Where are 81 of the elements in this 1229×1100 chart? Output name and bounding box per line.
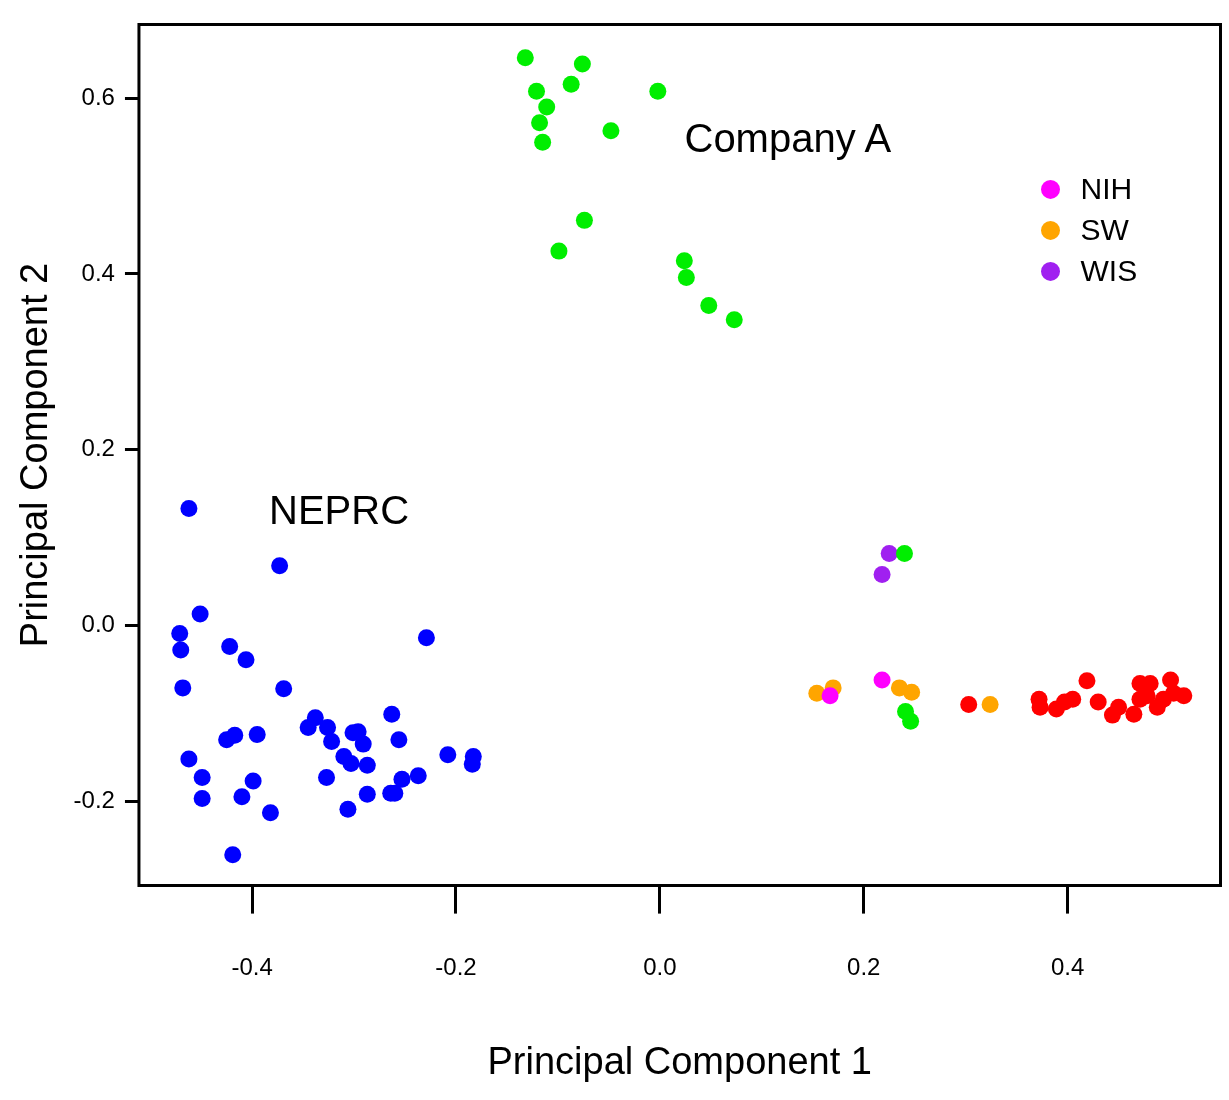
point (960, 696, 978, 714)
point (700, 297, 718, 315)
point (354, 735, 372, 753)
point (172, 641, 190, 659)
point (180, 750, 198, 768)
point (534, 133, 552, 151)
y-tick-label: -0.2 (73, 785, 115, 813)
point (339, 800, 357, 818)
point (873, 671, 891, 689)
legend-label: WIS (1080, 253, 1138, 287)
point (880, 544, 898, 562)
point (244, 772, 262, 790)
point (319, 718, 337, 736)
point (193, 769, 211, 787)
point (902, 712, 920, 730)
y-tick-label: 0.6 (81, 82, 115, 110)
point (417, 629, 435, 647)
point (528, 82, 546, 100)
point (725, 311, 743, 329)
x-tick-label: -0.4 (231, 952, 273, 980)
point (171, 624, 189, 642)
point (323, 732, 341, 750)
point (649, 82, 667, 100)
x-tick-label: 0.4 (1050, 952, 1085, 980)
point (873, 566, 891, 584)
x-tick-label: -0.2 (435, 952, 477, 980)
point (226, 726, 244, 744)
y-axis-title: Principal Component 2 (13, 262, 56, 648)
y-tick-label: 0.0 (81, 610, 115, 638)
annotation: NEPRC (269, 487, 410, 532)
y-tick-label: 0.4 (81, 258, 115, 286)
point (550, 242, 568, 260)
point (224, 846, 242, 864)
y-tick-label: 0.2 (81, 434, 115, 462)
point (675, 252, 693, 270)
point (237, 651, 255, 669)
point (821, 687, 839, 705)
point (602, 122, 620, 140)
legend-label: SW (1080, 212, 1130, 246)
point (174, 679, 192, 697)
point (516, 49, 534, 67)
point (191, 605, 209, 623)
point (1089, 693, 1107, 711)
point (221, 638, 239, 656)
point (981, 696, 999, 714)
point (193, 790, 211, 808)
point (1110, 698, 1128, 716)
point (562, 75, 580, 93)
point (903, 683, 921, 701)
point (393, 770, 411, 788)
point (358, 785, 376, 803)
point (409, 767, 427, 785)
point (573, 55, 591, 73)
point (261, 804, 279, 822)
point (358, 756, 376, 774)
point (1064, 690, 1082, 708)
point (677, 268, 695, 286)
point (439, 746, 457, 764)
point (896, 544, 913, 562)
point (1131, 690, 1149, 708)
point (1165, 684, 1183, 702)
point (342, 754, 360, 772)
point (306, 709, 324, 727)
point (383, 705, 401, 723)
point (233, 788, 251, 806)
point (538, 98, 556, 116)
point (390, 731, 408, 749)
point (248, 725, 266, 743)
point (275, 680, 293, 698)
legend-label: NIH (1080, 171, 1133, 205)
x-axis-title: Principal Component 1 (487, 1039, 872, 1082)
x-tick-label: 0.0 (643, 952, 677, 980)
x-tick-label: 0.2 (847, 952, 881, 980)
annotation: Company A (684, 115, 892, 160)
point (180, 500, 198, 518)
point (1078, 672, 1096, 690)
point (575, 211, 593, 229)
point (1125, 705, 1143, 723)
point (271, 557, 289, 575)
point (318, 769, 336, 787)
point (531, 114, 549, 132)
